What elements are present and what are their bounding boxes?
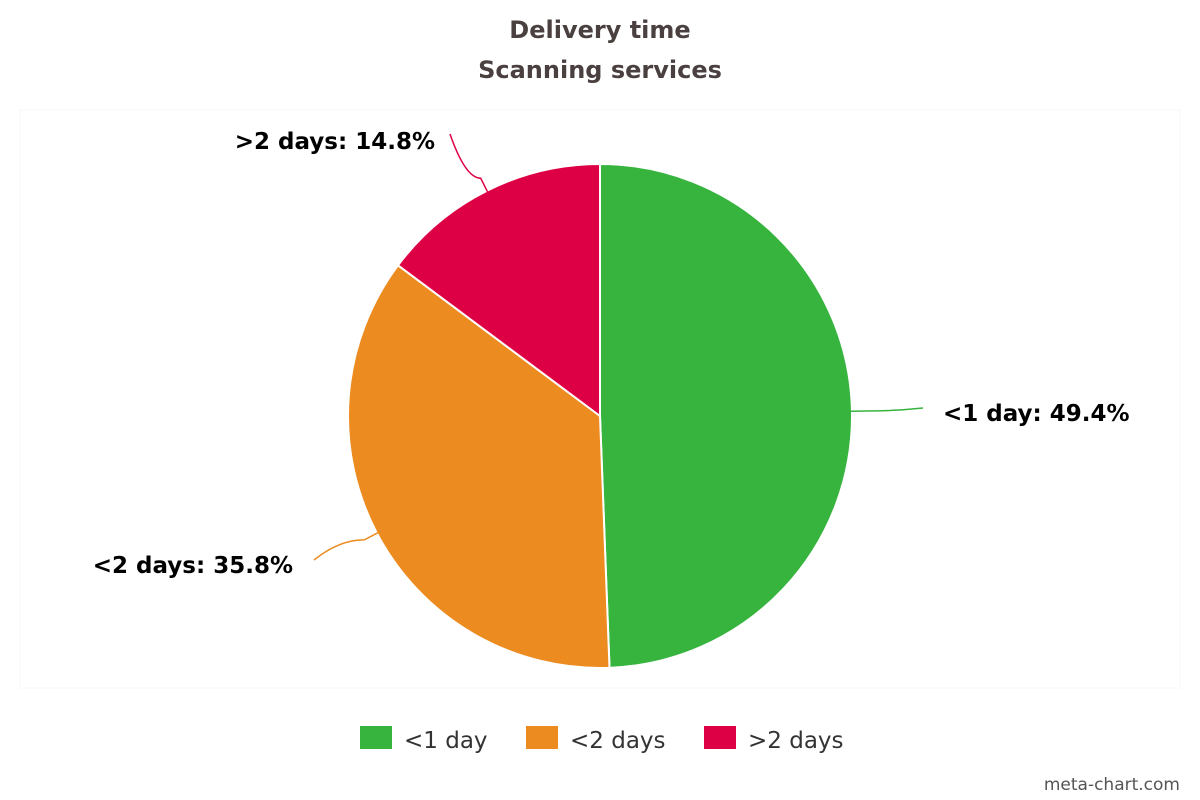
connector-under-1-day	[849, 407, 924, 413]
data-label-over-2-days: >2 days: 14.8%	[235, 129, 435, 155]
connector-over-2-days	[449, 133, 489, 193]
data-labels: <1 day: 49.4% <2 days: 35.8% >2 days: 14.8…	[93, 129, 1130, 579]
legend-label-under-1-day: <1 day	[404, 728, 488, 754]
legend-swatch-under-1-day	[360, 726, 392, 749]
legend-swatch-under-2-days	[526, 726, 558, 749]
legend-swatch-over-2-days	[704, 726, 736, 749]
credit-text[interactable]: meta-chart.com	[1044, 775, 1180, 795]
legend-item-under-2-days[interactable]: <2 days	[526, 726, 666, 754]
label-connectors	[313, 133, 924, 561]
data-label-under-2-days: <2 days: 35.8%	[93, 553, 293, 579]
legend: <1 day <2 days >2 days	[360, 726, 844, 754]
legend-item-under-1-day[interactable]: <1 day	[360, 726, 488, 754]
pie-slices	[347, 163, 853, 669]
chart-title: Delivery time	[509, 16, 690, 44]
connector-under-2-days	[313, 531, 380, 561]
legend-label-under-2-days: <2 days	[570, 728, 666, 754]
legend-item-over-2-days[interactable]: >2 days	[704, 726, 844, 754]
legend-label-over-2-days: >2 days	[748, 728, 844, 754]
data-label-under-1-day: <1 day: 49.4%	[943, 401, 1130, 427]
chart-subtitle: Scanning services	[478, 56, 722, 84]
